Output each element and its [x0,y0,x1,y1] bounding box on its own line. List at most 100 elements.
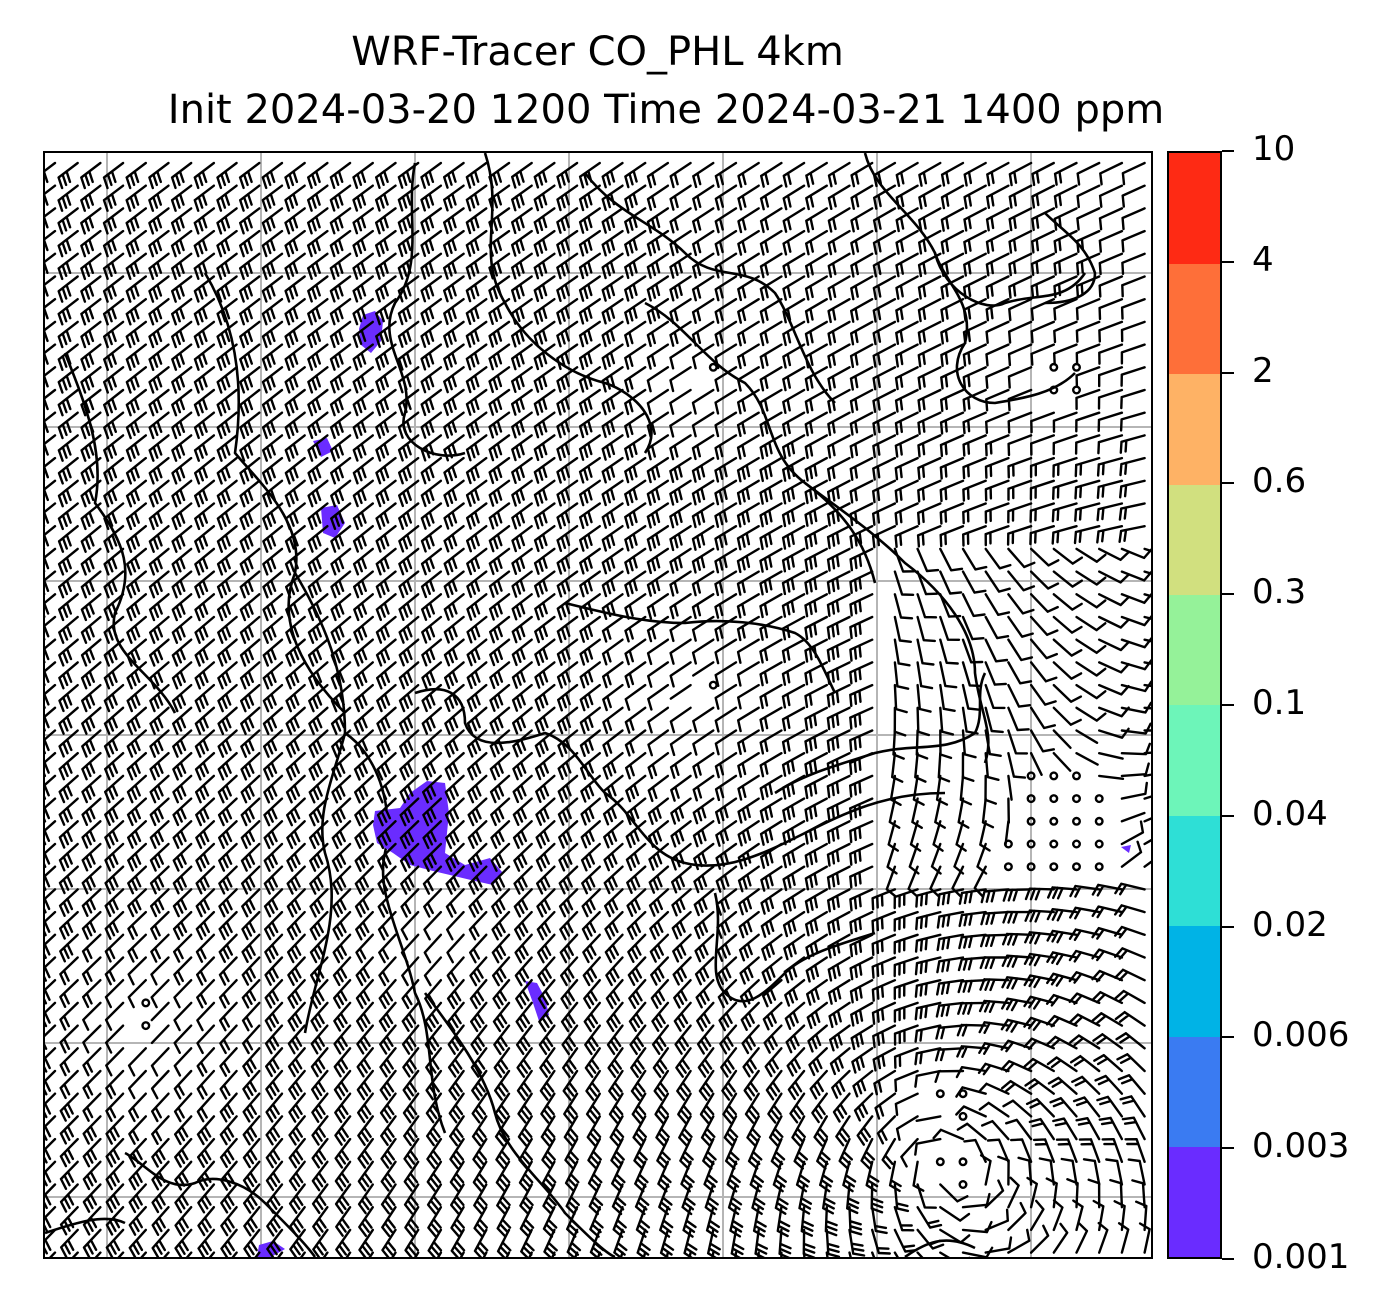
wind-barb [103,411,125,440]
wind-barb [243,1183,261,1214]
wind-barb [979,978,1010,992]
wind-barb [443,229,465,257]
wind-barb [1030,411,1055,434]
wind-barb [216,388,238,417]
wind-barb [940,184,965,210]
wind-barb [736,547,760,574]
wind-barb [556,479,579,507]
wind-barb [759,593,783,619]
wind-barb [45,1092,57,1119]
wind-barb [127,842,147,872]
wind-barb [171,683,193,713]
wind-barb [1098,275,1124,298]
wind-barb [1121,207,1146,231]
wind-barb [352,298,374,326]
calm-wind-circle [1071,362,1081,372]
wind-barb [193,298,216,326]
wind-barb [262,434,284,462]
wind-barb [443,479,465,507]
wind-barb [893,1228,918,1253]
wind-barb [693,865,715,894]
wind-barb [804,706,828,731]
wind-barb [629,1024,647,1055]
wind-barb [782,774,806,800]
wind-barb [1121,1116,1146,1141]
wind-barb [262,570,284,599]
wind-barb [781,638,806,664]
wind-barb [126,593,147,622]
wind-barb [1007,774,1013,801]
wind-barb [307,229,329,258]
wind-barb [82,979,102,1009]
wind-barb [809,1069,828,1100]
wind-barb [45,252,57,274]
wind-barb [104,797,125,826]
colorbar-tick [1222,1147,1234,1150]
wind-barb [1007,479,1033,501]
wind-barb [424,979,443,1010]
wind-barb [534,706,556,735]
wind-barb [57,547,79,576]
wind-barb [714,207,738,234]
wind-barb [58,797,79,826]
wind-barb [82,1047,102,1077]
wind-barb [173,933,193,963]
wind-barb [80,411,102,440]
wind-barb [542,1206,558,1238]
wind-barb [893,547,916,573]
wind-barb [804,547,828,573]
colorbar-tick-label: 0.6 [1252,461,1307,502]
wind-barb [491,933,511,964]
wind-barb [127,888,147,918]
wind-barb [760,910,783,938]
wind-barb [443,207,465,235]
wind-barb [828,1001,851,1029]
wind-barb [827,366,851,391]
wind-barb [893,1251,899,1257]
wind-barb [962,411,987,435]
wind-barb [148,320,170,349]
wind-barb [58,570,79,599]
wind-barb [625,842,647,872]
wind-barb [562,1069,579,1101]
wind-barb [778,1228,792,1257]
wind-barb [357,1137,374,1169]
wind-barb [329,366,352,394]
wind-barb [195,820,216,849]
wind-barb [985,320,1010,344]
wind-barb [804,275,828,301]
wind-barb [193,320,216,349]
wind-barb [804,320,828,346]
wind-barb [754,1228,768,1257]
wind-barb [578,252,601,280]
wind-barb [308,820,329,850]
wind-barb [849,593,874,617]
wind-barb [148,434,170,462]
colorbar-tick [1222,260,1234,263]
wind-barb [737,388,760,415]
wind-barb [45,161,57,184]
calm-wind-circle [1094,862,1104,872]
wind-barb [511,343,533,371]
wind-barb [849,820,874,844]
wind-barb [1098,252,1124,276]
wind-barb [939,570,963,595]
wind-barb [691,547,715,574]
wind-barb [1119,411,1146,432]
wind-barb [288,1115,306,1146]
wind-barb [194,661,216,690]
wind-barb [104,979,125,1009]
wind-barb [781,570,806,596]
wind-barb [45,593,57,618]
wind-barb [917,366,942,390]
wind-barb [444,706,465,735]
wind-barb [624,275,647,302]
wind-barb [984,434,1010,457]
wind-barb [581,865,601,895]
wind-barb [45,683,57,709]
wind-barb [1023,1016,1055,1031]
wind-barb [716,910,738,939]
wind-barb [936,888,965,907]
wind-barb [80,388,102,417]
wind-barb [826,638,851,663]
